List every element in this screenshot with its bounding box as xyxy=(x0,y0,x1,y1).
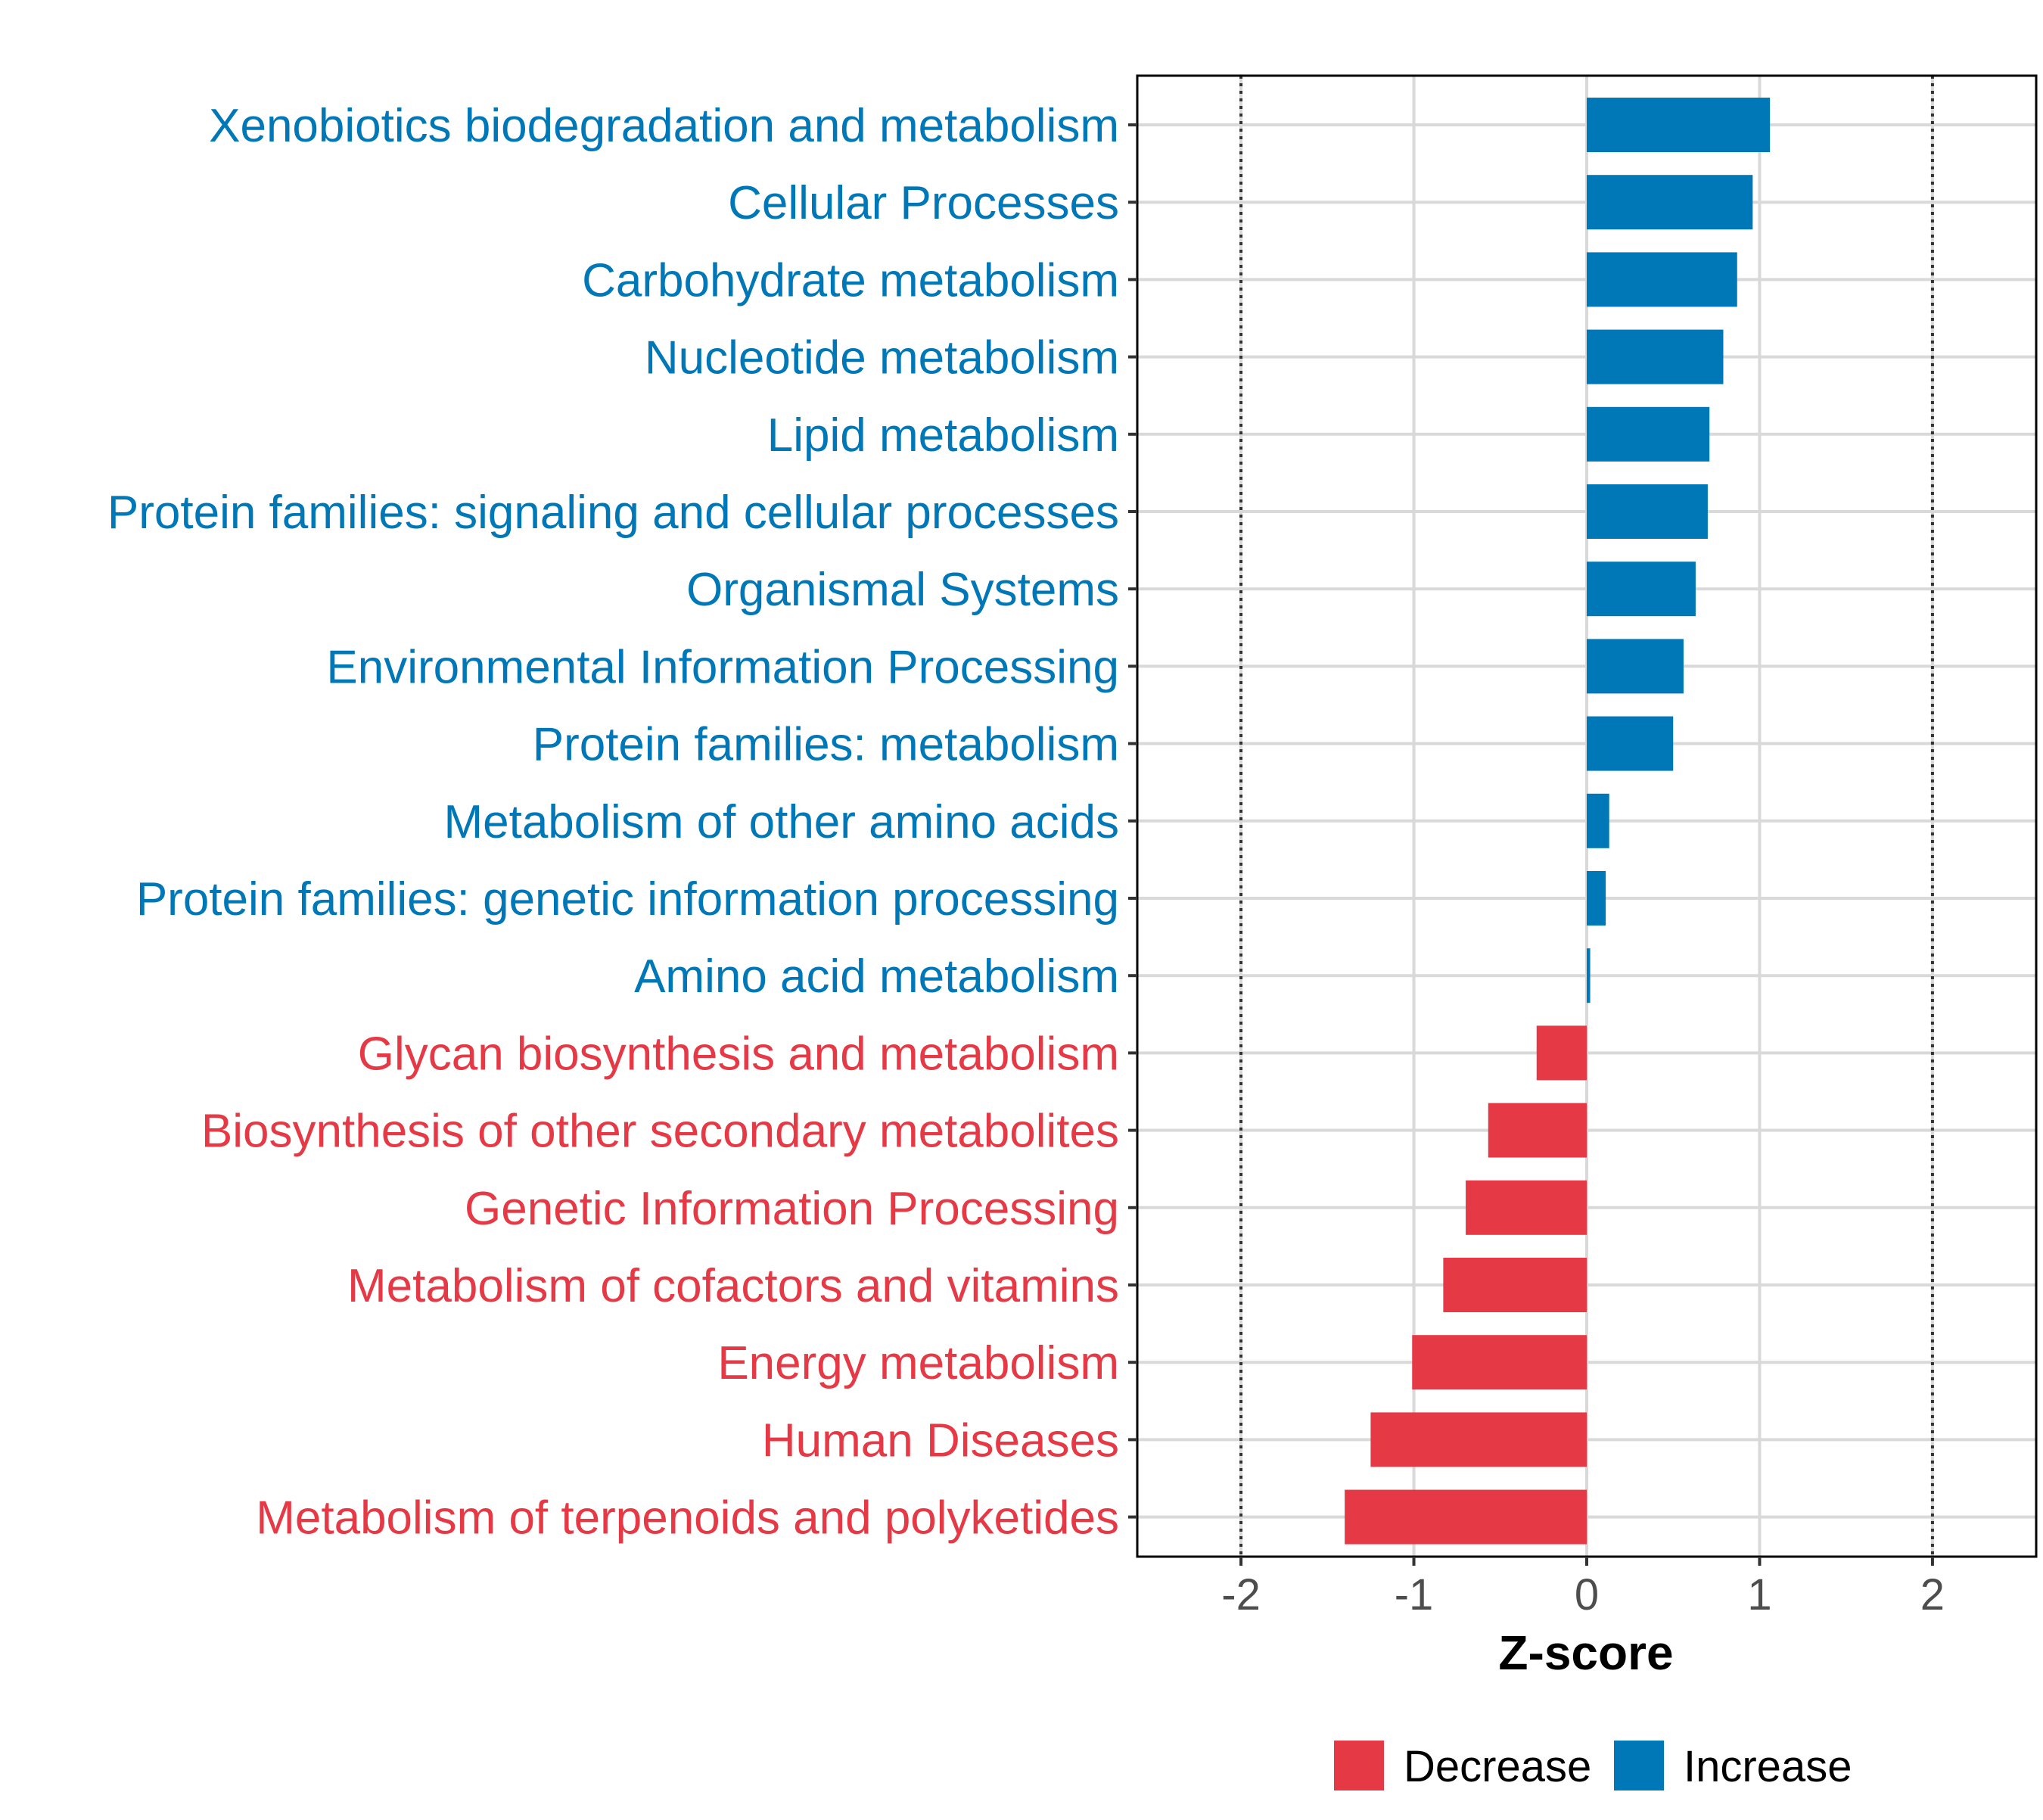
x-ticks: -2 -1 0 1 2 xyxy=(1221,1557,1945,1619)
category-label: Nucleotide metabolism xyxy=(645,332,1119,384)
bars xyxy=(1345,98,1771,1545)
category-label: Protein families: metabolism xyxy=(533,719,1119,771)
category-label: Glycan biosynthesis and metabolism xyxy=(358,1028,1119,1080)
category-label: Human Diseases xyxy=(762,1414,1119,1467)
category-label: Protein families: genetic information pr… xyxy=(136,873,1119,926)
bar xyxy=(1587,98,1771,152)
category-label: Cellular Processes xyxy=(728,177,1119,229)
category-label: Metabolism of other amino acids xyxy=(443,796,1119,848)
bar xyxy=(1443,1258,1587,1312)
legend-key xyxy=(1334,1741,1384,1790)
x-tick-label: -1 xyxy=(1395,1570,1434,1619)
category-label: Organismal Systems xyxy=(686,564,1119,616)
category-label: Protein families: signaling and cellular… xyxy=(107,487,1119,539)
bar xyxy=(1587,562,1696,617)
legend: Decrease Increase xyxy=(1334,1741,1852,1791)
bar xyxy=(1587,948,1591,1003)
bar xyxy=(1587,716,1674,771)
x-tick-label: -2 xyxy=(1221,1570,1261,1619)
bar xyxy=(1345,1489,1587,1545)
bar xyxy=(1587,175,1753,230)
category-label: Energy metabolism xyxy=(717,1337,1119,1389)
x-tick-label: 0 xyxy=(1575,1570,1599,1619)
bar xyxy=(1412,1335,1587,1390)
legend-label: Increase xyxy=(1684,1742,1852,1791)
category-label: Amino acid metabolism xyxy=(634,950,1119,1003)
category-label: Biosynthesis of other secondary metaboli… xyxy=(201,1106,1119,1158)
category-label: Environmental Information Processing xyxy=(326,641,1119,693)
bar xyxy=(1587,793,1609,848)
bar xyxy=(1587,639,1684,694)
x-tick-label: 1 xyxy=(1747,1570,1771,1619)
bar xyxy=(1587,252,1737,307)
category-label: Carbohydrate metabolism xyxy=(582,254,1119,306)
x-tick-label: 2 xyxy=(1920,1570,1945,1619)
x-axis-title: Z-score xyxy=(1498,1626,1673,1680)
bar xyxy=(1370,1412,1587,1467)
category-label: Metabolism of terpenoids and polyketides xyxy=(256,1492,1119,1545)
bar xyxy=(1587,329,1724,384)
reference-lines xyxy=(1239,76,1934,1557)
category-label: Lipid metabolism xyxy=(767,409,1119,462)
bar xyxy=(1488,1103,1587,1158)
bar xyxy=(1587,871,1606,926)
category-label: Xenobiotics biodegradation and metabolis… xyxy=(209,100,1119,152)
bar xyxy=(1466,1180,1587,1235)
category-label: Genetic Information Processing xyxy=(465,1183,1119,1235)
legend-key xyxy=(1614,1741,1664,1790)
legend-label: Decrease xyxy=(1404,1742,1591,1791)
bar xyxy=(1587,406,1710,462)
bar xyxy=(1536,1025,1587,1081)
category-labels: Xenobiotics biodegradation and metabolis… xyxy=(107,100,1137,1545)
bar xyxy=(1587,484,1708,539)
category-label: Metabolism of cofactors and vitamins xyxy=(347,1260,1119,1312)
